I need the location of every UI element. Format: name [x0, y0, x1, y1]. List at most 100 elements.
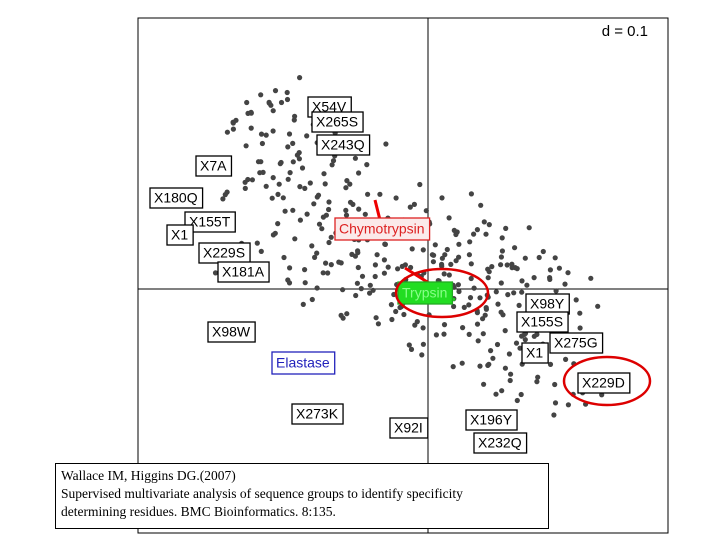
points	[212, 75, 605, 418]
point	[482, 312, 488, 318]
point	[493, 289, 499, 295]
point	[281, 254, 287, 261]
point	[494, 341, 501, 348]
point	[485, 266, 491, 272]
point	[285, 277, 291, 283]
point	[495, 301, 501, 307]
point	[350, 201, 356, 207]
label-box	[465, 409, 518, 431]
point	[519, 289, 525, 295]
point	[381, 257, 387, 263]
highlight-ellipse	[562, 355, 652, 407]
point	[326, 239, 332, 246]
point-label: X1	[526, 345, 543, 361]
point	[481, 381, 487, 387]
point	[486, 361, 492, 367]
point-label: X54V	[312, 99, 347, 115]
point	[446, 272, 452, 278]
point	[456, 288, 462, 295]
point	[297, 184, 303, 190]
point	[284, 89, 290, 96]
point	[552, 255, 558, 261]
point	[287, 170, 293, 176]
point	[347, 181, 353, 187]
point	[314, 250, 320, 256]
point	[389, 316, 395, 323]
point	[577, 310, 583, 316]
point	[277, 161, 283, 167]
point	[270, 175, 276, 181]
point	[547, 276, 553, 282]
point	[325, 270, 331, 276]
point	[393, 195, 399, 201]
point	[320, 270, 326, 276]
point	[297, 75, 303, 81]
point	[359, 273, 366, 279]
label-box	[316, 134, 371, 156]
point	[222, 192, 228, 198]
citation-line: Supervised multivariate analysis of sequ…	[61, 486, 463, 501]
point	[417, 181, 423, 188]
point	[323, 260, 329, 266]
label-box	[166, 224, 194, 246]
point	[460, 325, 466, 331]
point	[441, 331, 447, 337]
point	[343, 185, 349, 191]
point	[588, 275, 594, 281]
point	[423, 208, 429, 214]
point	[338, 260, 344, 266]
point	[300, 301, 306, 307]
point	[312, 254, 318, 260]
point	[364, 162, 370, 168]
point	[230, 126, 236, 132]
point	[285, 176, 291, 182]
group-box	[334, 217, 431, 241]
point	[500, 312, 506, 318]
point	[244, 99, 250, 106]
point	[388, 302, 394, 308]
point	[485, 275, 491, 281]
point-label: X275G	[554, 335, 598, 351]
point	[280, 195, 286, 201]
point	[456, 254, 462, 260]
point	[372, 273, 378, 280]
group-label: Chymotrypsin	[339, 221, 425, 237]
point	[534, 331, 540, 337]
point-label: X1	[171, 227, 188, 243]
point	[483, 231, 489, 237]
point	[577, 325, 583, 331]
point	[540, 248, 546, 255]
point-label: X273K	[296, 406, 339, 422]
point	[278, 99, 285, 106]
point	[433, 332, 439, 338]
point	[270, 108, 276, 114]
citation-line: Wallace IM, Higgins DG.(2007)	[61, 468, 236, 483]
point	[565, 270, 571, 276]
point	[343, 212, 350, 218]
point	[302, 185, 308, 191]
point	[373, 315, 379, 321]
point	[535, 374, 541, 380]
point	[311, 201, 317, 207]
point	[493, 391, 499, 397]
point-label: X181A	[222, 264, 265, 280]
point	[258, 159, 264, 165]
point	[534, 379, 540, 385]
point	[383, 141, 389, 147]
point-label: X98Y	[530, 296, 565, 312]
point	[471, 231, 477, 237]
point	[531, 275, 537, 281]
point	[595, 303, 601, 309]
point	[382, 241, 388, 247]
label-box	[521, 342, 549, 364]
point	[356, 170, 362, 176]
point	[286, 131, 293, 137]
point	[420, 341, 426, 347]
point	[292, 113, 298, 119]
citation: Wallace IM, Higgins DG.(2007) Supervised…	[55, 463, 549, 529]
point	[467, 295, 474, 301]
point	[552, 381, 558, 388]
point	[309, 243, 315, 249]
point	[431, 252, 437, 258]
